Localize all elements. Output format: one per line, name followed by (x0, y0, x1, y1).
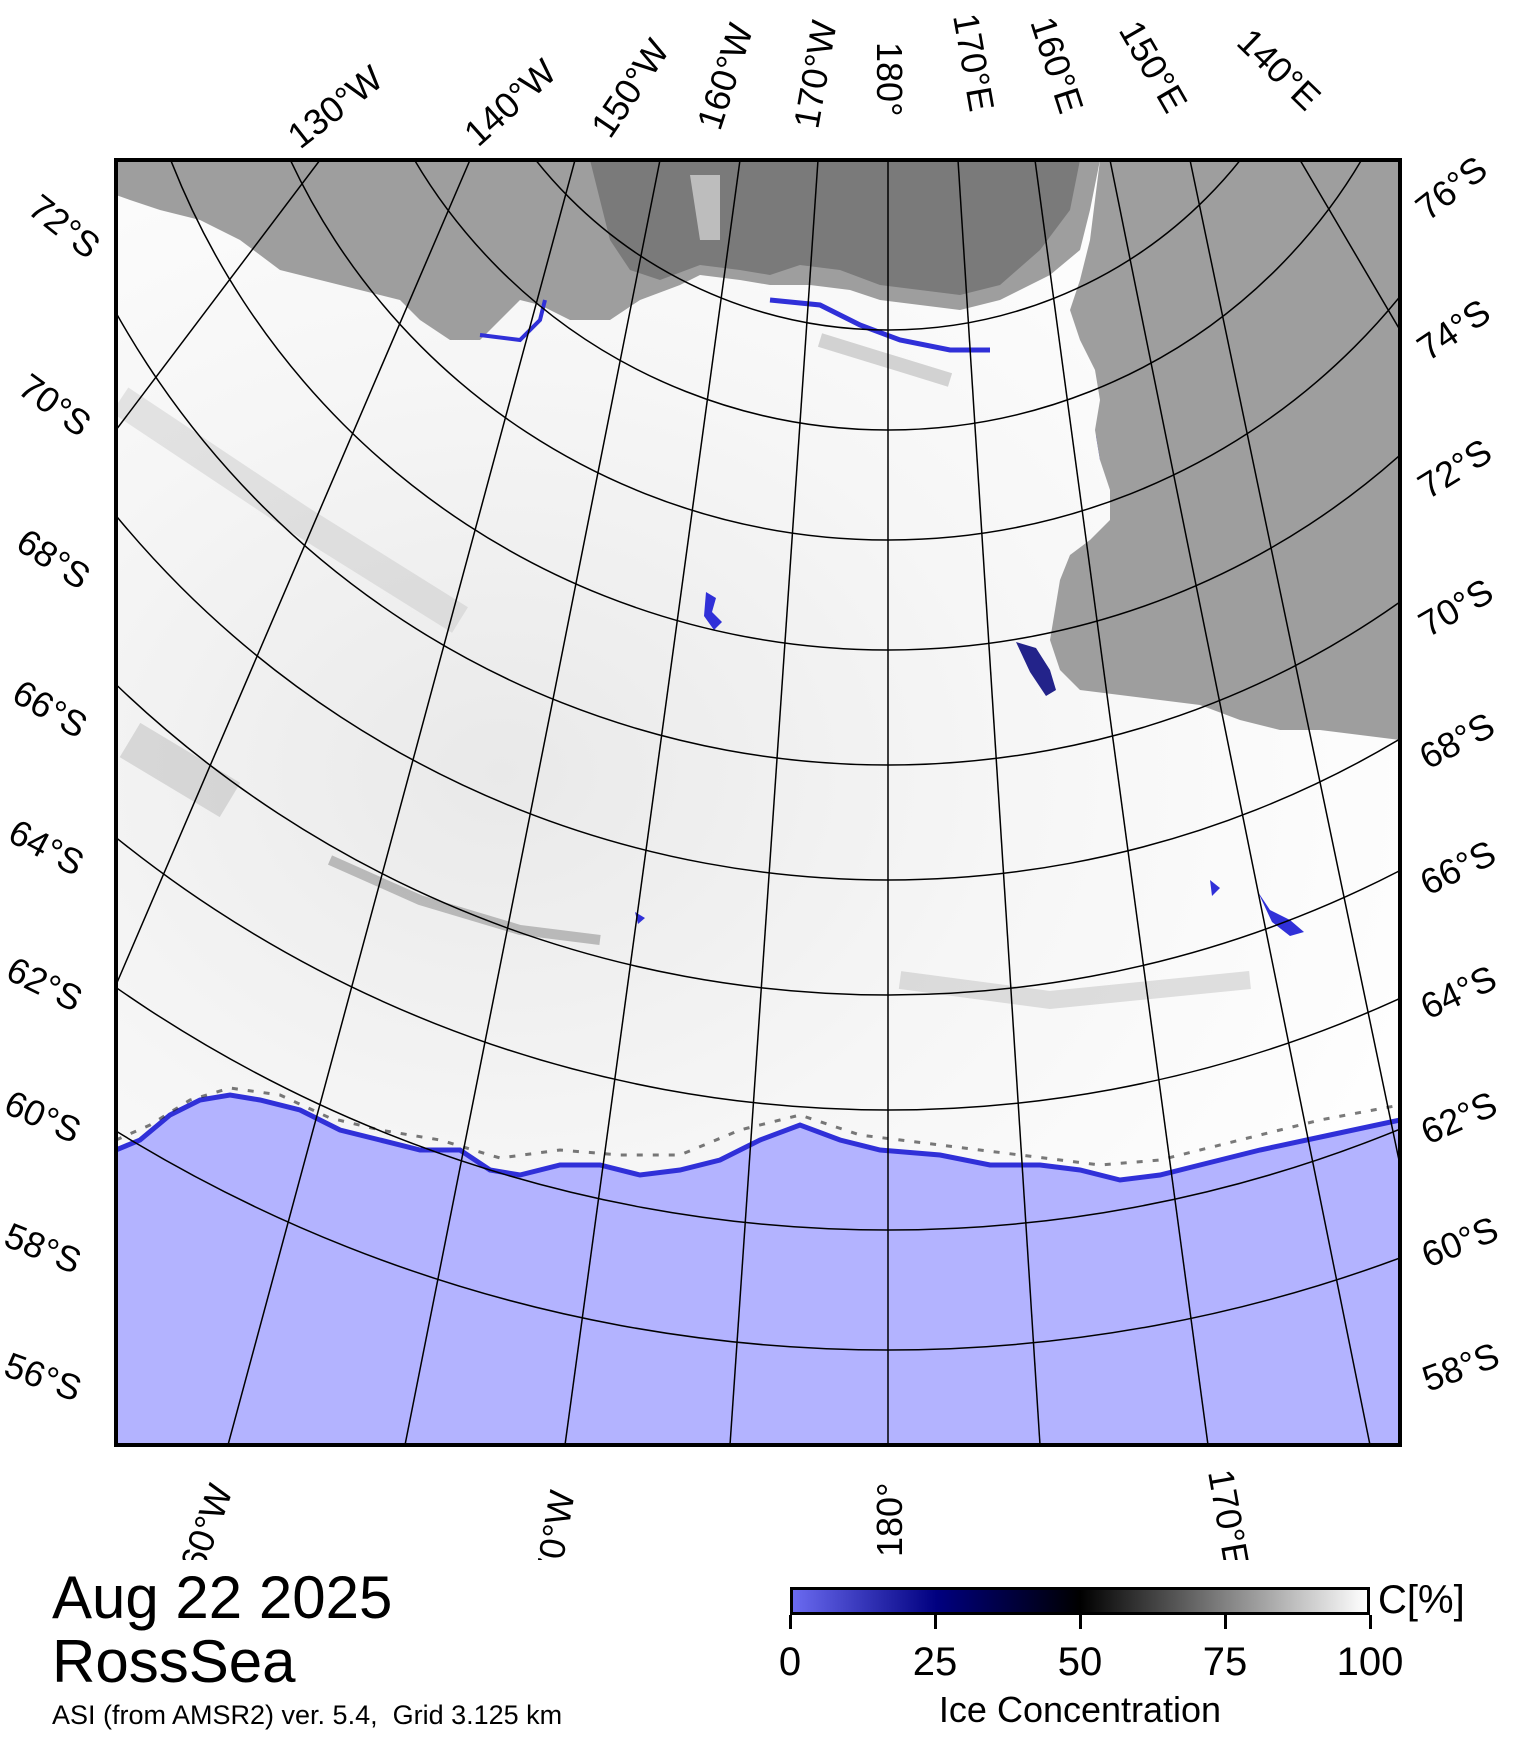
shelf-edge (769, 297, 990, 353)
lon-label-top: 150°E (1111, 14, 1196, 120)
map-region: RossSea (52, 1628, 296, 1695)
colorbar-tick-label: 100 (1336, 1640, 1404, 1684)
ice-edge (116, 1092, 1400, 1183)
colorbar-title: Ice Concentration (938, 1689, 1222, 1730)
lat-label-left: 70°S (11, 365, 99, 444)
sea-ice-pack (116, 160, 1400, 1180)
colorbar-tick (1368, 1615, 1372, 1629)
lon-label-top: 130°W (280, 57, 391, 156)
lat-label-right: 70°S (1412, 570, 1500, 645)
colorbar-tick (933, 1615, 937, 1629)
lon-label-top: 170°W (786, 17, 845, 131)
lon-label-bottom: 170°E (1200, 1466, 1257, 1560)
colorbar-tick-label: 0 (778, 1640, 802, 1684)
lon-label-top: 180° (869, 42, 910, 116)
lat-label-left: 72°S (21, 186, 108, 267)
map-frame (114, 158, 1402, 1447)
lat-label-right: 74°S (1410, 291, 1498, 369)
ice-streak (327, 855, 601, 945)
colorbar-tick (1223, 1615, 1227, 1629)
sea-ice-map: 130°W 140°W 150°W 160°W 170°W 180° 170°E… (0, 10, 1505, 1560)
colorbar-unit: C[%] (1378, 1578, 1465, 1622)
lat-label-right: 64°S (1414, 957, 1502, 1027)
lat-label-right: 60°S (1416, 1208, 1504, 1275)
ice-streak (119, 722, 241, 818)
lat-label-left: 68°S (10, 520, 98, 597)
colorbar-tick (1078, 1615, 1082, 1629)
lat-label-right: 58°S (1417, 1334, 1505, 1399)
polynya (1016, 642, 1056, 696)
map-date: Aug 22 2025 (52, 1564, 393, 1631)
ice-shelf-inlet (690, 175, 720, 240)
lat-label-left: 62°S (0, 948, 88, 1019)
land-right (1050, 160, 1400, 740)
colorbar (790, 1587, 1370, 1615)
colorbar-tick (788, 1615, 792, 1629)
lat-label-left: 64°S (2, 811, 91, 884)
lat-label-left: 58°S (0, 1214, 87, 1281)
lat-label-right: 76°S (1408, 148, 1495, 229)
lon-label-top: 150°W (583, 32, 678, 145)
lon-label-top: 170°E (945, 10, 1002, 114)
lon-label-top: 160°W (689, 19, 762, 135)
lat-label-right: 66°S (1414, 832, 1502, 903)
shelf-edge (479, 299, 547, 343)
colorbar-tick-label: 25 (912, 1640, 958, 1684)
ice-streak (116, 387, 468, 633)
polynya (1210, 880, 1220, 896)
lat-label-left: 60°S (0, 1082, 87, 1151)
lon-label-top: 140°W (456, 51, 564, 154)
lat-label-left: 56°S (0, 1344, 87, 1409)
ice-streak (898, 971, 1251, 1010)
lon-label-top: 140°E (1229, 20, 1328, 118)
lon-label-top: 160°E (1022, 12, 1091, 118)
colorbar-tick-label: 75 (1202, 1640, 1248, 1684)
lon-label-bottom: 180° (869, 1483, 910, 1557)
lat-label-left: 66°S (6, 671, 94, 746)
polynya (704, 592, 722, 630)
lon-label-bottom: 170°W (524, 1487, 583, 1560)
lon-label-bottom: 160°W (165, 1479, 241, 1560)
colorbar-tick-label: 50 (1057, 1640, 1103, 1684)
longitude-lines (116, 160, 1400, 1445)
polynya (1258, 892, 1304, 936)
ice-streak (817, 333, 953, 387)
lat-label-right: 72°S (1411, 430, 1499, 506)
data-source: ASI (from AMSR2) ver. 5.4, Grid 3.125 km (52, 1700, 563, 1730)
lat-label-right: 68°S (1413, 704, 1502, 777)
lat-label-right: 62°S (1415, 1083, 1503, 1152)
